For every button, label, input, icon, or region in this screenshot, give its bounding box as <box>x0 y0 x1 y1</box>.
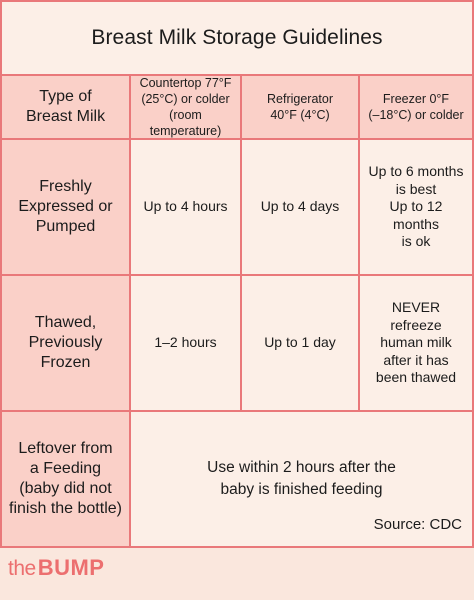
row-thawed-label: Thawed, Previously Frozen <box>2 276 131 412</box>
source-credit: Source: CDC <box>373 516 462 534</box>
the-bump-logo: the BUMP <box>8 555 104 585</box>
row-leftover-label: Leftover from a Feeding (baby did not fi… <box>2 412 131 546</box>
header-countertop: Countertop 77°F (25°C) or colder (room t… <box>131 76 242 140</box>
leftover-note: Use within 2 hours after the baby is fin… <box>131 412 472 546</box>
guidelines-table: Type of Breast Milk Countertop 77°F (25°… <box>2 76 472 546</box>
header-type: Type of Breast Milk <box>2 76 131 140</box>
thawed-refrigerator-value: Up to 1 day <box>242 276 360 412</box>
fresh-refrigerator-value: Up to 4 days <box>242 140 360 276</box>
page-title: Breast Milk Storage Guidelines <box>2 2 472 76</box>
fresh-countertop-value: Up to 4 hours <box>131 140 242 276</box>
logo-the-text: the <box>8 557 36 580</box>
thawed-freezer-value: NEVER refreeze human milk after it has b… <box>360 276 472 412</box>
header-refrigerator: Refrigerator 40°F (4°C) <box>242 76 360 140</box>
storage-guidelines-card: Breast Milk Storage Guidelines Type of B… <box>0 0 474 548</box>
fresh-freezer-value: Up to 6 months is best Up to 12 months i… <box>360 140 472 276</box>
header-freezer: Freezer 0°F (–18°C) or colder <box>360 76 472 140</box>
row-freshly-expressed-label: Freshly Expressed or Pumped <box>2 140 131 276</box>
logo-bump-text: BUMP <box>37 555 105 580</box>
thawed-countertop-value: 1–2 hours <box>131 276 242 412</box>
